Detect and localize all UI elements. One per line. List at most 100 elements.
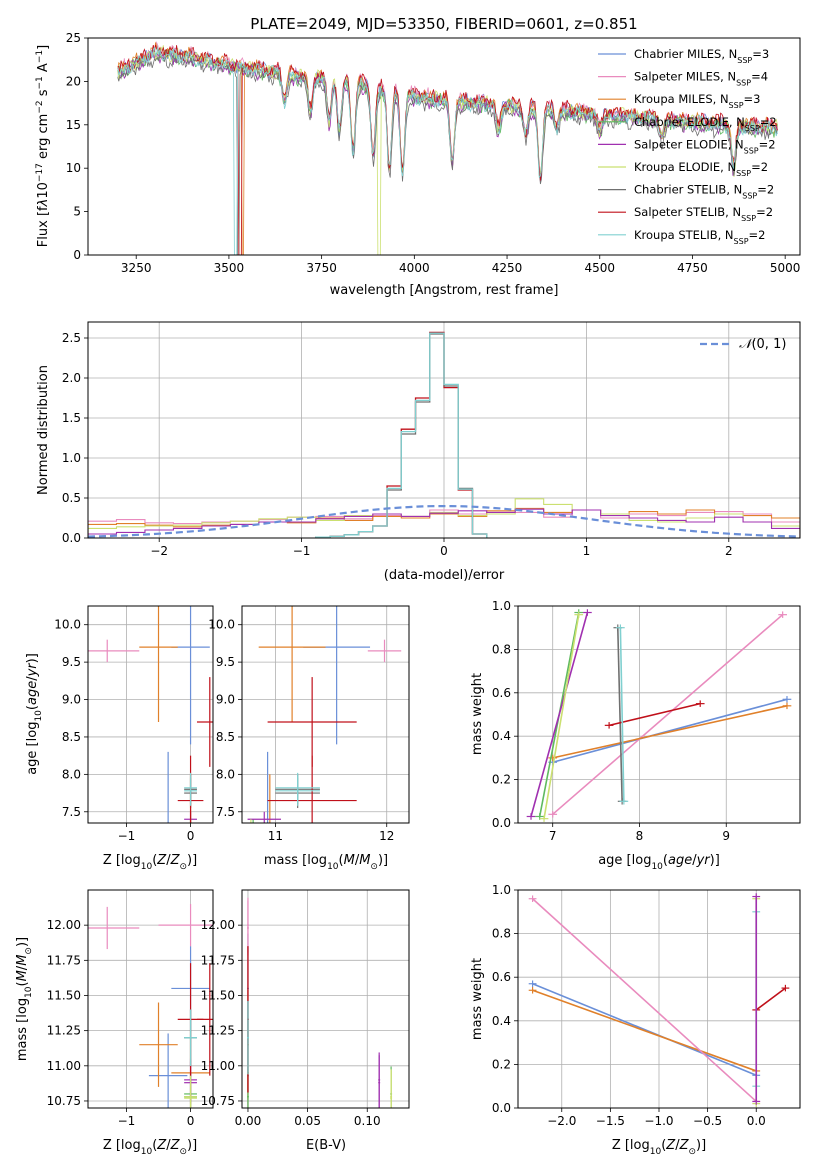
x-tick-label: 4000 xyxy=(399,261,430,275)
y-tick-label: 10.75 xyxy=(201,1094,235,1108)
y-tick-label: 0.0 xyxy=(492,816,511,830)
x-tick-label: 3250 xyxy=(121,261,152,275)
x-axis-label: Z [log10(Z/Z⊙)] xyxy=(103,853,197,872)
legend-entry: Kroupa STELIB, NSSP=2 xyxy=(634,228,765,246)
spectrum-lines xyxy=(117,41,778,255)
x-axis-label: Z [log10(Z/Z⊙)] xyxy=(103,1138,197,1157)
z-age-points xyxy=(88,606,213,823)
y-tick-label: 10.0 xyxy=(54,618,81,632)
x-axis-label: E(B-V) xyxy=(306,1138,346,1153)
x-tick-label: −1.0 xyxy=(644,1114,673,1128)
axes-frame xyxy=(87,37,801,256)
age-weight-line xyxy=(530,612,589,817)
age-weight-line xyxy=(616,627,623,802)
spectrum-panel: 3250 3500 3750 4000 4250 4500 4750 5000 0 5 10 15 20… xyxy=(35,15,801,298)
y-tick-label: 0.2 xyxy=(492,1057,511,1071)
spectrum-kroupa-stelib xyxy=(117,46,778,255)
y-tick-label: 8.0 xyxy=(62,767,81,781)
y-tick-label: 0.6 xyxy=(492,686,511,700)
mass-age-points xyxy=(247,606,402,823)
z-weight-lines xyxy=(528,893,790,1107)
z-weight-line xyxy=(532,898,757,1103)
x-tick-label: 0.10 xyxy=(354,1114,381,1128)
x-tick-label: 0.00 xyxy=(235,1114,262,1128)
residual-histogram-panel: −2 −1 0 1 2 0.0 0.5 1.0 1.5 2.0 2.5 𝒩(0, 1) (data-mo… xyxy=(36,321,801,583)
x-tick-label: −1 xyxy=(118,1114,136,1128)
y-tick-label: 0.4 xyxy=(492,729,511,743)
x-tick-label: 0.05 xyxy=(294,1114,321,1128)
x-tick-label: 5000 xyxy=(770,261,801,275)
y-tick-label: 12.00 xyxy=(47,918,81,932)
y-tick-label: 8.0 xyxy=(216,767,235,781)
age-weight-line xyxy=(552,698,788,764)
axes-frame xyxy=(87,321,801,539)
y-tick-label: 9.5 xyxy=(62,655,81,669)
age-weight-line xyxy=(552,614,784,815)
axes-frame xyxy=(517,605,801,824)
y-tick-label: 1.5 xyxy=(62,411,81,425)
x-axis-label: age [log10(age/yr)] xyxy=(598,853,720,872)
legend-entry: Chabrier ELODIE, NSSP=2 xyxy=(634,115,777,133)
x-tick-label: 8 xyxy=(636,829,644,843)
legend-entry: Salpeter STELIB, NSSP=2 xyxy=(634,205,773,223)
axes-frame xyxy=(87,605,214,824)
y-tick-label: 0.8 xyxy=(492,642,511,656)
z-vs-mass-panel: −1 0 10.75 11.00 11.25 11.50 11.75 12.00 Z [log1… xyxy=(15,889,214,1157)
y-tick-label: 2.0 xyxy=(62,371,81,385)
x-axis-label: mass [log10(M/M⊙)] xyxy=(264,853,388,872)
y-tick-label: 8.5 xyxy=(216,730,235,744)
y-tick-label: 1.0 xyxy=(492,883,511,897)
x-tick-label: −1 xyxy=(118,829,136,843)
y-tick-label: 11.75 xyxy=(201,953,235,967)
z-weight-line xyxy=(532,982,757,1077)
y-tick-label: 1.0 xyxy=(62,451,81,465)
histogram-bars xyxy=(88,331,800,538)
legend-entry: Chabrier MILES, NSSP=3 xyxy=(634,47,769,65)
y-axis-label: Normed distribution xyxy=(36,365,51,495)
y-tick-label: 25 xyxy=(66,31,81,45)
y-tick-label: 11.75 xyxy=(47,953,81,967)
y-axis-label: mass [log10(M/M⊙)] xyxy=(15,937,34,1061)
y-tick-label: 9.0 xyxy=(62,693,81,707)
x-tick-label: 0 xyxy=(440,544,448,558)
legend-entry: 𝒩(0, 1) xyxy=(739,337,786,352)
ebv-mass-points xyxy=(247,897,393,1108)
ebv-vs-mass-panel: 0.00 0.05 0.10 10.75 11.00 11.25 11.50 11.75 12.… xyxy=(201,889,410,1153)
axes-frame xyxy=(87,889,214,1109)
y-tick-label: 12.00 xyxy=(201,918,235,932)
age-weight-line xyxy=(543,614,580,819)
chart-title: PLATE=2049, MJD=53350, FIBERID=0601, z=0… xyxy=(250,15,637,33)
z-mass-points xyxy=(88,904,213,1108)
histogram-peak-series xyxy=(315,332,488,538)
x-tick-label: 0.0 xyxy=(747,1114,766,1128)
z-vs-weight-panel: −2.0 −1.5 −1.0 −0.5 0.0 0.0 0.2 0.4 0.6 0.8 1.0 Z [… xyxy=(470,883,801,1157)
x-tick-label: 2 xyxy=(725,544,733,558)
age-weight-lines xyxy=(526,609,792,822)
x-tick-label: 3750 xyxy=(306,261,337,275)
y-tick-label: 11.50 xyxy=(47,988,81,1002)
y-axis-label: Flux [fλ10−17 erg cm−2 s−1 A−1] xyxy=(35,45,51,247)
axes-frame xyxy=(517,889,801,1109)
y-tick-label: 11.25 xyxy=(47,1024,81,1038)
y-tick-label: 11.00 xyxy=(47,1059,81,1073)
y-tick-label: 10 xyxy=(66,161,81,175)
legend-entry: Salpeter ELODIE, NSSP=2 xyxy=(634,137,776,155)
x-tick-label: −0.5 xyxy=(693,1114,722,1128)
y-tick-label: 2.5 xyxy=(62,331,81,345)
y-tick-label: 0.2 xyxy=(492,773,511,787)
x-tick-label: 1 xyxy=(583,544,591,558)
x-tick-label: 4250 xyxy=(492,261,523,275)
x-tick-label: 9 xyxy=(722,829,730,843)
y-tick-label: 9.0 xyxy=(216,693,235,707)
y-tick-label: 0.6 xyxy=(492,970,511,984)
x-tick-label: −1.5 xyxy=(596,1114,625,1128)
x-tick-label: 0 xyxy=(187,829,195,843)
y-tick-label: 11.00 xyxy=(201,1059,235,1073)
legend-entry: Salpeter MILES, NSSP=4 xyxy=(634,70,768,88)
y-tick-label: 8.5 xyxy=(62,730,81,744)
z-weight-line xyxy=(532,989,757,1072)
x-tick-label: 0 xyxy=(187,1114,195,1128)
y-tick-label: 11.25 xyxy=(201,1024,235,1038)
x-tick-label: −1 xyxy=(293,544,311,558)
